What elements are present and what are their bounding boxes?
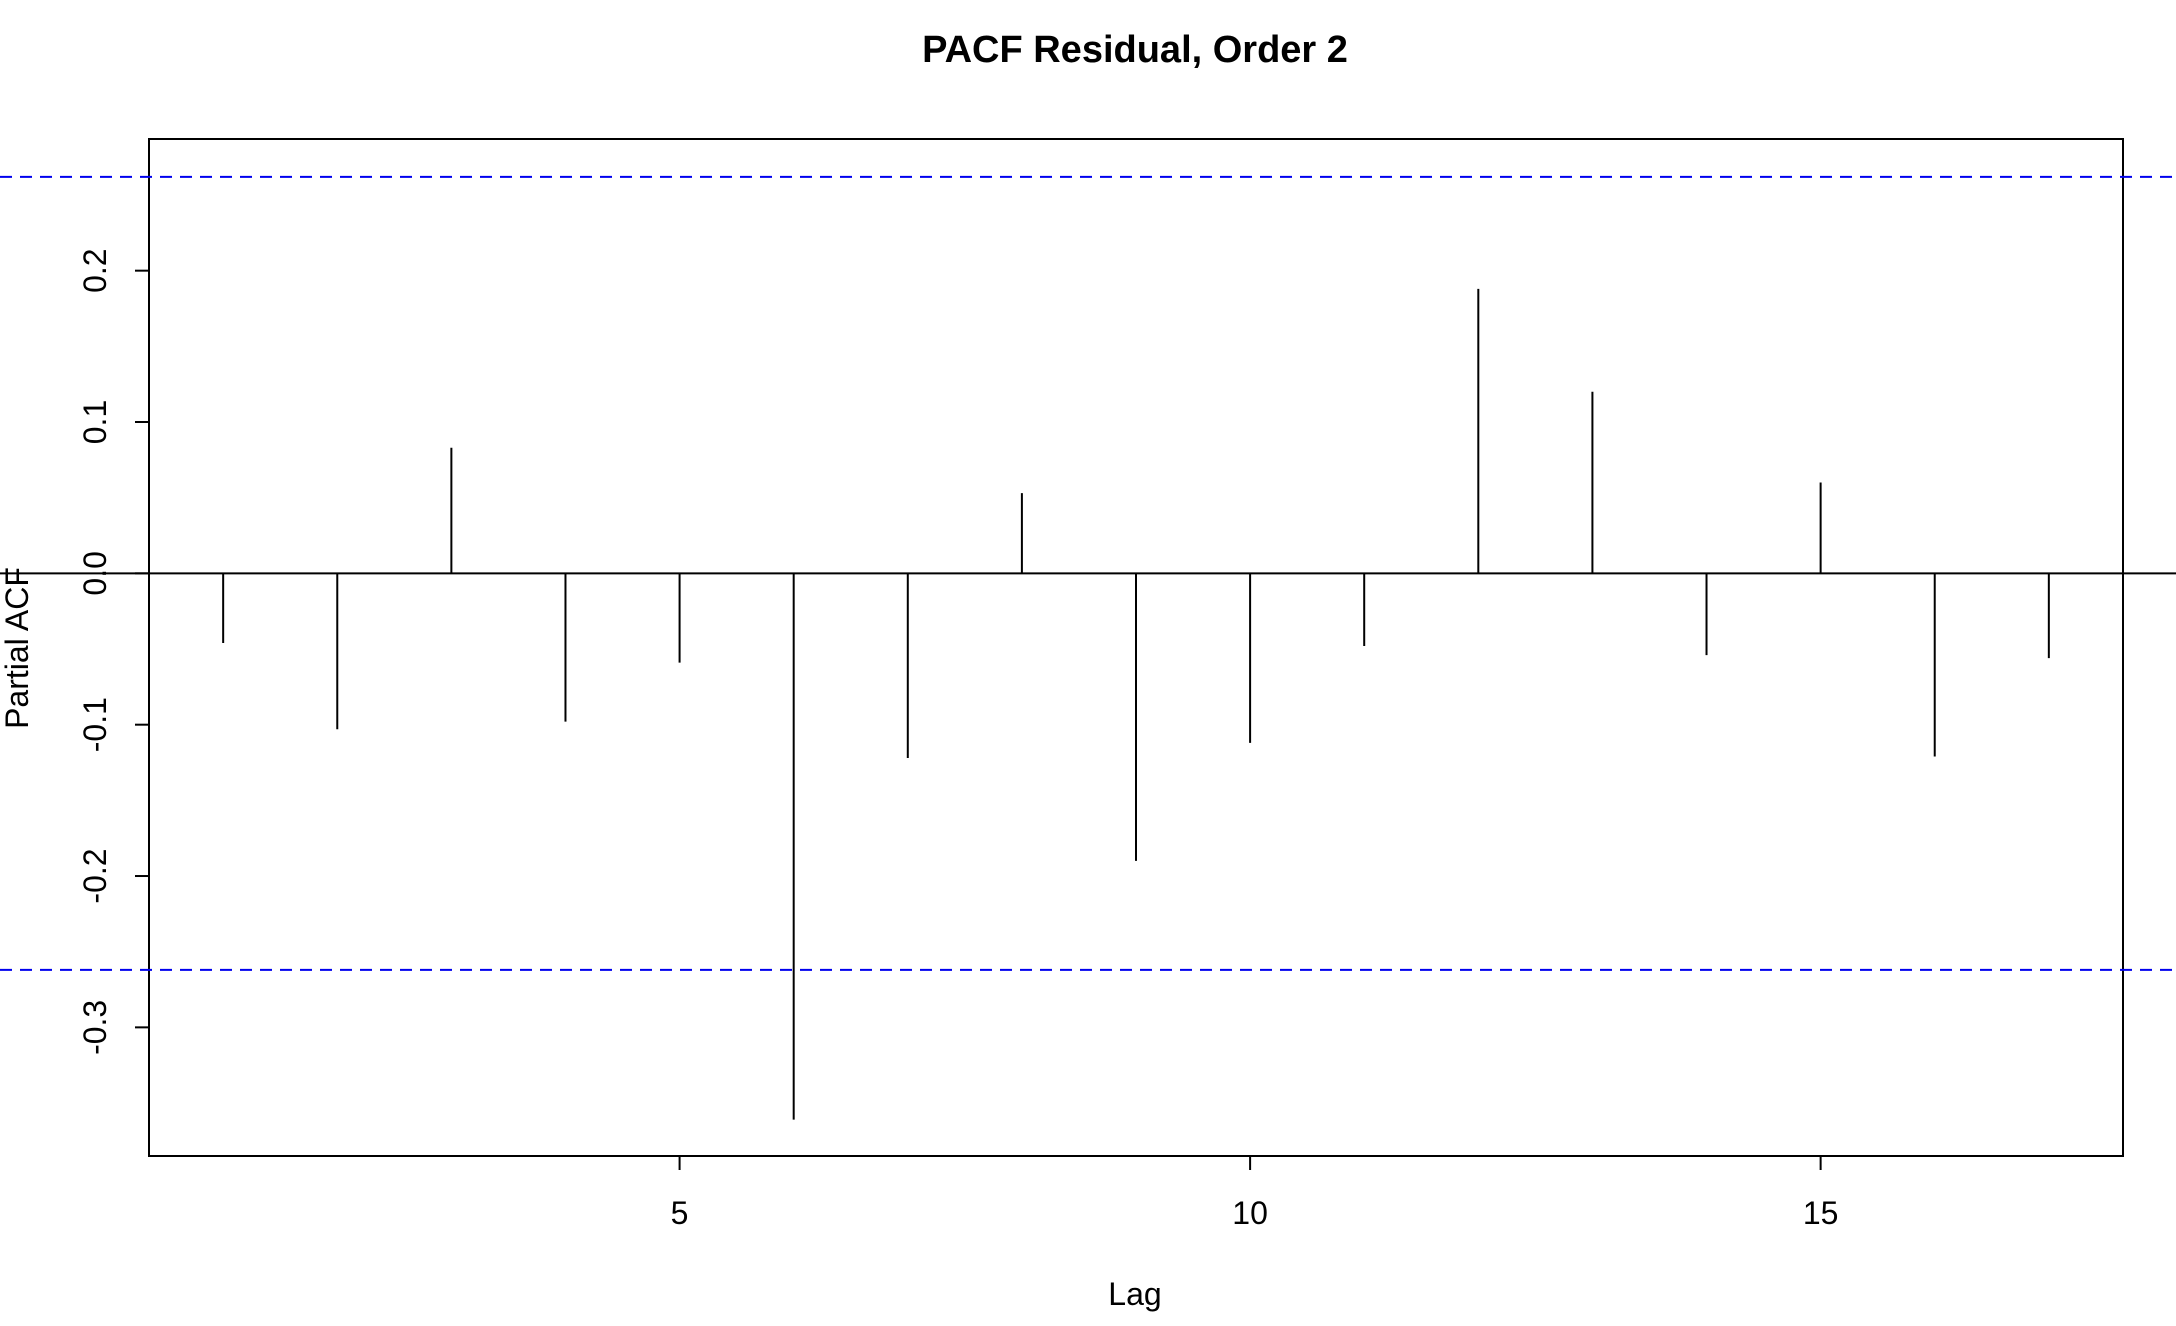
chart-title: PACF Residual, Order 2 bbox=[922, 29, 1348, 71]
x-tick-label: 5 bbox=[671, 1195, 689, 1231]
y-tick-label: -0.1 bbox=[77, 697, 113, 752]
y-tick-label: -0.3 bbox=[77, 1000, 113, 1055]
plot-frame bbox=[148, 138, 2124, 1157]
y-tick-label: 0.2 bbox=[77, 248, 113, 292]
x-tick-label: 10 bbox=[1232, 1195, 1268, 1231]
y-axis-label: Partial ACF bbox=[0, 567, 35, 729]
x-tick-label: 15 bbox=[1803, 1195, 1839, 1231]
chart-marks: 5 10 15 -0.3 -0.2 -0.1 0.0 0.1 0.2 bbox=[0, 175, 2176, 1231]
x-axis-label: Lag bbox=[1108, 1276, 1161, 1312]
y-tick-label: 0.0 bbox=[77, 551, 113, 595]
y-tick-label: -0.2 bbox=[77, 848, 113, 903]
y-tick-label: 0.1 bbox=[77, 400, 113, 444]
